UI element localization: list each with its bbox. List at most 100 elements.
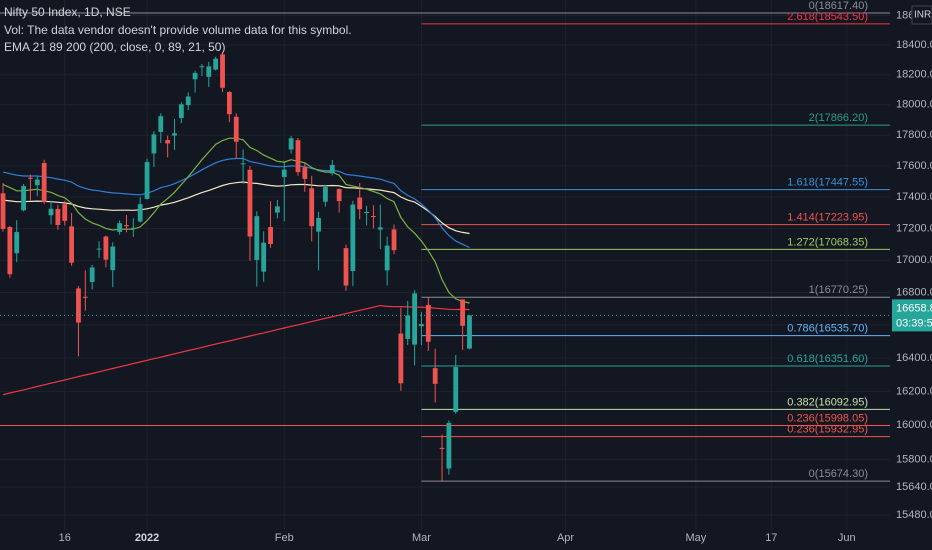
candle-body	[130, 227, 136, 229]
x-tick-label: Feb	[275, 532, 294, 544]
y-tick-label: 16400.00	[896, 352, 932, 364]
candle-body	[240, 163, 246, 165]
candle-body	[41, 162, 47, 202]
fib-label: 0(15674.30)	[809, 468, 868, 480]
candle-body	[329, 164, 335, 174]
candle-body	[384, 245, 390, 271]
x-tick-label: 16	[59, 532, 71, 544]
fib-label: 0.786(16535.70)	[787, 322, 868, 334]
candle-body	[405, 315, 411, 339]
currency: INR	[914, 10, 931, 21]
candle-body	[309, 188, 315, 227]
candle-body	[0, 193, 6, 229]
candle-body	[117, 223, 123, 232]
candle-body	[460, 299, 466, 326]
y-tick-label: 15480.00	[896, 509, 932, 521]
candle-body	[28, 177, 33, 179]
candle-body	[144, 162, 150, 199]
y-tick-label: 16000.00	[896, 419, 932, 431]
fib-label: 0.236(15998.05)	[787, 412, 868, 424]
candle-body	[76, 288, 81, 323]
axes: 15480.00 15640.00 15800.00 16000.00 16200.00…	[0, 5, 932, 544]
y-tick-label: 17200.00	[896, 222, 932, 234]
fib-label: 1.414(17223.95)	[787, 212, 868, 224]
fib-label: 0.618(16351.60)	[787, 353, 868, 365]
x-tick-label: May	[685, 532, 706, 544]
fib-label: 0.236(15932.95)	[787, 423, 868, 435]
candle-body	[192, 72, 198, 80]
candle-body	[391, 229, 397, 251]
candle-body	[357, 197, 363, 210]
candle-body	[7, 227, 13, 275]
candle-body	[220, 54, 225, 88]
candle-body	[453, 367, 459, 412]
y-tick-label: 17800.00	[896, 129, 932, 141]
last-price-badge	[892, 299, 932, 332]
candle-body	[158, 116, 164, 132]
chart-title: Nifty 50 Index, 1D, NSE	[4, 5, 131, 19]
candle-body	[439, 447, 445, 449]
candle-body	[89, 267, 95, 282]
y-tick-label: 16800.00	[896, 286, 932, 298]
candle-body	[364, 212, 369, 214]
candle-body	[425, 304, 431, 342]
candle-body	[295, 140, 301, 173]
candle-body	[55, 208, 61, 225]
candle-body	[412, 293, 417, 345]
bar-countdown: 03:39:53	[896, 317, 932, 329]
candle-body	[213, 58, 219, 70]
fib-label: 1.272(17068.35)	[787, 236, 868, 248]
candle-body	[398, 333, 404, 384]
x-tick-label: Mar	[412, 532, 431, 544]
candle-body	[281, 169, 287, 177]
candle-body	[275, 206, 280, 213]
candle-body	[302, 167, 308, 179]
y-tick-label: 18400.00	[896, 39, 932, 51]
candle-body	[62, 204, 68, 221]
candle-body	[233, 116, 239, 142]
candle-body	[82, 296, 88, 298]
candle-body	[137, 204, 143, 222]
y-tick-label: 15640.00	[896, 481, 932, 493]
candle-body	[48, 208, 54, 216]
candle-body	[165, 140, 171, 144]
candle-body	[268, 227, 273, 244]
candle-body	[151, 134, 157, 154]
candle-body	[432, 368, 438, 384]
candle-body	[343, 248, 349, 286]
candles	[0, 52, 472, 482]
candle-body	[172, 133, 177, 136]
candle-body	[185, 96, 191, 106]
ema-line	[2, 181, 470, 235]
x-tick-label: 2022	[135, 532, 159, 544]
volume-note: Vol: The data vendor doesn't provide vol…	[4, 23, 352, 37]
fib-label: 2.618(18543.50)	[787, 11, 868, 23]
candle-body	[336, 189, 342, 202]
fib-label: 2(17866.20)	[809, 112, 868, 124]
x-tick-label: Jun	[838, 532, 856, 544]
indicator-legend: EMA 21 89 200 (200, close, 0, 89, 21, 50…	[4, 40, 225, 54]
candle-body	[316, 218, 321, 232]
x-tick-label: Apr	[557, 532, 574, 544]
y-tick-label: 16200.00	[896, 385, 932, 397]
ema-line	[2, 304, 470, 396]
candle-body	[206, 66, 212, 77]
candle-body	[350, 204, 356, 271]
candle-body	[419, 324, 424, 327]
candle-body	[467, 315, 472, 349]
y-tick-label: 17600.00	[896, 160, 932, 172]
y-tick-label: 15800.00	[896, 453, 932, 465]
candle-body	[261, 242, 267, 272]
currency-badge	[911, 5, 932, 25]
candle-body	[14, 232, 20, 254]
candle-body	[247, 169, 253, 237]
candle-body	[323, 187, 328, 202]
fib-label: 1(16770.25)	[809, 284, 868, 296]
y-tick-label: 17400.00	[896, 191, 932, 203]
fib-label: 0(18617.40)	[809, 0, 868, 12]
fib-label: 1.618(17447.55)	[787, 176, 868, 188]
candle-body	[124, 225, 129, 227]
